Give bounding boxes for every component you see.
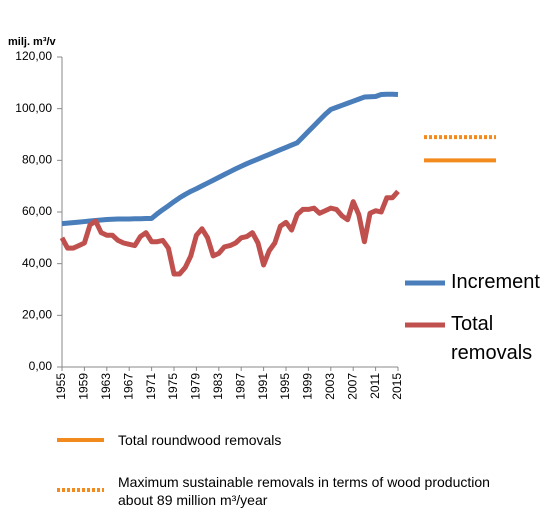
legend-label: Increment — [451, 271, 540, 293]
x-tick-label: 2011 — [368, 373, 382, 399]
x-tick-label: 1963 — [99, 373, 113, 400]
x-tick-label: 2003 — [323, 373, 337, 400]
x-tick-label: 1979 — [189, 373, 203, 400]
y-tick-label: 80,00 — [22, 153, 52, 167]
x-tick-label: 1975 — [166, 373, 180, 400]
y-tick-label: 40,00 — [22, 256, 52, 270]
x-tick-label: 1983 — [211, 373, 225, 400]
line-series — [59, 189, 400, 277]
x-tick-label: 1971 — [144, 373, 158, 400]
legend-label: Total removals — [451, 313, 533, 364]
y-tick-label: 0,00 — [29, 359, 53, 373]
x-tick-label: 1991 — [256, 373, 270, 400]
y-tick-label: 20,00 — [22, 308, 52, 322]
x-tick-label: 1955 — [54, 373, 68, 400]
y-tick-label: 120,00 — [15, 49, 52, 63]
y-tick-label: 60,00 — [22, 204, 52, 218]
x-tick-label: 1959 — [77, 373, 91, 400]
x-tick-label: 1999 — [301, 373, 315, 400]
legend-label: Maximum sustainable removals in terms of… — [118, 474, 490, 508]
y-axis-label: milj. m³/v — [8, 36, 57, 48]
line-series — [61, 91, 399, 227]
x-tick-label: 2007 — [345, 373, 359, 400]
x-tick-label: 1967 — [121, 373, 135, 400]
x-tick-label: 1995 — [278, 373, 292, 400]
x-tick-label: 2015 — [390, 373, 404, 400]
y-tick-label: 100,00 — [15, 101, 52, 115]
legend-label: Total roundwood removals — [118, 432, 282, 448]
x-tick-label: 1987 — [233, 373, 247, 400]
